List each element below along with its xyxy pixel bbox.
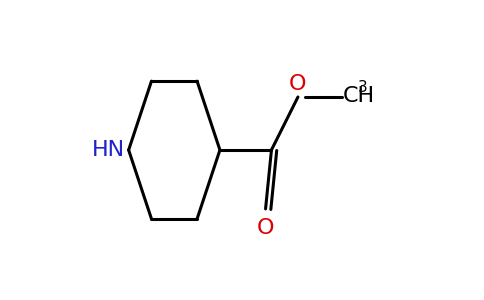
Text: O: O	[289, 74, 307, 94]
Text: HN: HN	[92, 140, 125, 160]
Text: 3: 3	[358, 80, 368, 95]
Text: CH: CH	[343, 85, 375, 106]
Text: O: O	[257, 218, 274, 238]
